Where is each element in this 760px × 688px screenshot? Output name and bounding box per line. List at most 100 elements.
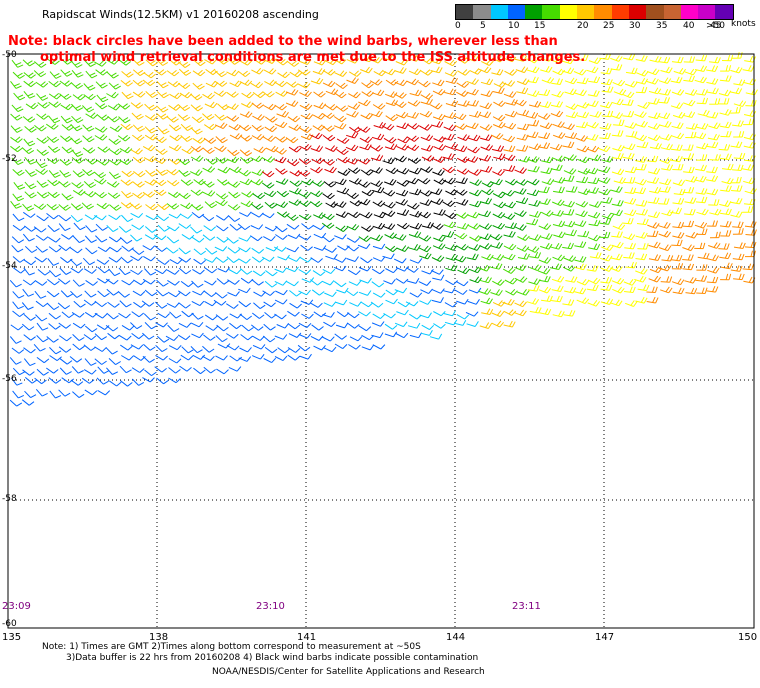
wind-barb bbox=[562, 242, 574, 250]
wind-barb bbox=[337, 156, 351, 164]
wind-barb bbox=[634, 111, 647, 118]
lat-label-54: -54 bbox=[2, 261, 17, 271]
wind-barb bbox=[34, 125, 47, 132]
wind-barb bbox=[166, 169, 179, 176]
wind-barb bbox=[71, 103, 84, 112]
wind-barb bbox=[382, 253, 395, 260]
wind-barb bbox=[37, 102, 50, 109]
wind-barb bbox=[432, 88, 446, 96]
wind-barb bbox=[517, 289, 530, 296]
legend-color-bar bbox=[455, 4, 734, 20]
wind-barb bbox=[456, 243, 469, 251]
wind-barb bbox=[408, 68, 422, 76]
wind-barb bbox=[526, 178, 540, 186]
wind-barb bbox=[251, 247, 265, 254]
wind-barb bbox=[539, 122, 553, 130]
wind-barb bbox=[469, 235, 482, 242]
wind-barb bbox=[59, 358, 73, 365]
wind-barb bbox=[287, 354, 301, 361]
wind-barb bbox=[84, 325, 98, 333]
wind-barb bbox=[96, 259, 110, 265]
wind-barb bbox=[84, 158, 98, 165]
wind-barb bbox=[178, 223, 192, 229]
wind-barb bbox=[335, 211, 349, 218]
wind-barb bbox=[227, 58, 240, 65]
wind-barb bbox=[83, 181, 97, 189]
wind-barb bbox=[589, 201, 602, 208]
wind-barb bbox=[120, 202, 134, 209]
wind-barb bbox=[479, 322, 493, 329]
legend-swatch bbox=[507, 5, 526, 19]
wind-barb bbox=[550, 143, 563, 151]
wind-barb bbox=[444, 59, 458, 67]
wind-barb bbox=[514, 309, 527, 317]
wind-barb bbox=[383, 312, 396, 319]
wind-barb bbox=[142, 332, 155, 340]
wind-barb bbox=[358, 198, 371, 206]
wind-barb bbox=[346, 157, 359, 165]
wind-barb bbox=[563, 168, 577, 175]
wind-barb bbox=[407, 55, 421, 62]
wind-barb bbox=[419, 199, 433, 206]
wind-barb bbox=[168, 124, 182, 132]
wind-barb bbox=[478, 66, 492, 74]
wind-barb bbox=[491, 310, 505, 317]
wind-barb bbox=[383, 68, 396, 76]
wind-barb bbox=[121, 355, 134, 361]
wind-barb bbox=[157, 259, 170, 265]
wind-barb bbox=[381, 123, 395, 131]
wind-barb bbox=[286, 280, 299, 287]
wind-barb bbox=[395, 278, 409, 284]
wind-barb bbox=[107, 192, 121, 199]
wind-barb bbox=[156, 112, 169, 120]
wind-barb bbox=[442, 153, 455, 160]
wind-barb bbox=[157, 224, 170, 232]
wind-barb bbox=[600, 78, 613, 86]
wind-barb bbox=[745, 88, 758, 96]
wind-barb bbox=[226, 115, 240, 122]
wind-barb bbox=[720, 130, 732, 138]
wind-barb bbox=[564, 77, 578, 85]
wind-barb bbox=[156, 203, 170, 211]
wind-barb bbox=[432, 156, 446, 163]
wind-barb bbox=[24, 156, 37, 165]
wind-barb bbox=[538, 132, 551, 140]
wind-barb bbox=[503, 309, 517, 316]
wind-barb bbox=[468, 244, 481, 251]
wind-barb bbox=[624, 286, 636, 293]
wind-barb bbox=[216, 278, 230, 285]
wind-barb bbox=[358, 290, 372, 296]
wind-barb bbox=[492, 169, 505, 176]
wind-barb bbox=[732, 164, 744, 171]
wind-barb bbox=[312, 113, 326, 120]
wind-barb bbox=[527, 66, 540, 74]
wind-barb bbox=[709, 154, 721, 161]
wind-barb bbox=[227, 149, 240, 157]
wind-barb bbox=[454, 289, 468, 295]
wind-barb bbox=[658, 56, 671, 64]
wind-barb bbox=[105, 325, 119, 332]
wind-barb bbox=[191, 116, 205, 124]
wind-barb bbox=[285, 89, 299, 96]
wind-barb bbox=[597, 145, 611, 153]
wind-barb bbox=[348, 70, 362, 77]
wind-barb bbox=[322, 213, 335, 221]
wind-barb bbox=[648, 241, 661, 249]
wind-barb bbox=[23, 138, 36, 147]
wind-barb bbox=[238, 258, 251, 264]
wind-barb bbox=[239, 135, 253, 142]
note-line-1: Note: black circles have been added to t… bbox=[8, 34, 558, 49]
wind-barb bbox=[516, 245, 530, 252]
legend-swatch bbox=[715, 5, 733, 19]
wind-barb bbox=[203, 257, 217, 263]
wind-barb bbox=[73, 300, 86, 308]
wind-barb bbox=[359, 143, 372, 151]
wind-barb bbox=[625, 67, 638, 75]
wind-barb bbox=[133, 171, 146, 178]
wind-barb bbox=[313, 245, 327, 251]
wind-barb bbox=[445, 77, 458, 84]
wind-barb bbox=[96, 159, 110, 166]
wind-barb bbox=[82, 147, 96, 154]
wind-barb bbox=[385, 79, 399, 86]
wind-barb bbox=[226, 237, 239, 244]
